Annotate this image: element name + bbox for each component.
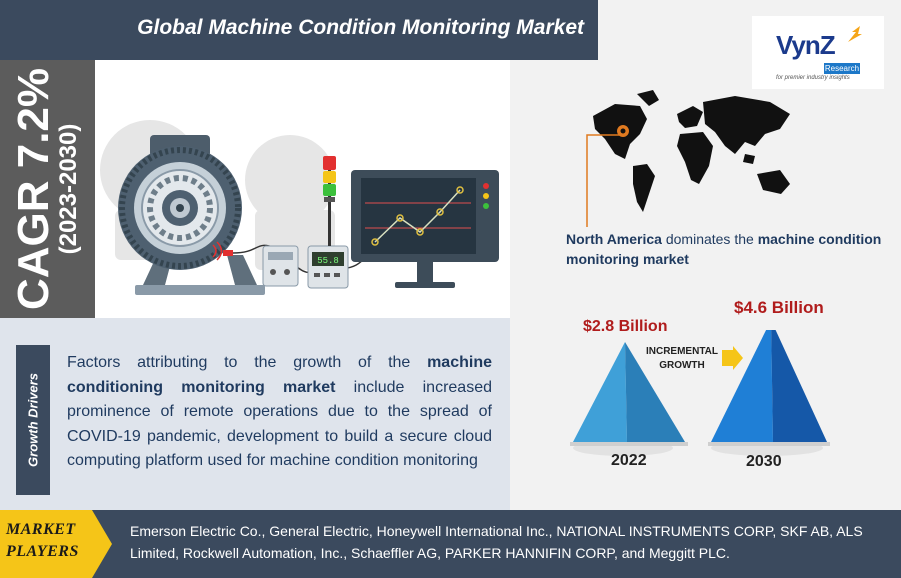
incremental-line2: GROWTH [659, 360, 705, 371]
world-map-icon [593, 90, 790, 212]
growth-drivers-section [0, 318, 510, 510]
players-label-line1: MARKET [6, 521, 76, 538]
region-text-mid: dominates the [661, 231, 758, 247]
machine-illustration: 55.8 [95, 60, 510, 318]
growth-drivers-label: Growth Drivers [25, 373, 41, 467]
logo-tagline: for premier industry insights [776, 75, 850, 81]
logo-arrow-icon [848, 26, 862, 42]
pyramid-2030-icon [711, 330, 827, 442]
motor-icon [118, 135, 265, 295]
logo-name: VynZ [776, 30, 836, 60]
value-2030: $4.6 Billion [734, 298, 824, 317]
vynz-logo: VynZ Research for premier industry insig… [752, 16, 884, 89]
title-bar: Global Machine Condition Monitoring Mark… [0, 0, 598, 60]
region-dominance-text: North America dominates the machine cond… [566, 229, 886, 269]
controller-icon: 55.8 [307, 245, 349, 289]
incremental-growth-label: INCREMENTAL GROWTH [642, 345, 722, 373]
pyramid-2022-icon [573, 342, 685, 442]
year-2030: 2030 [746, 453, 782, 470]
drivers-text-pre: Factors attributing to the growth of the [67, 354, 428, 371]
incremental-line1: INCREMENTAL [645, 346, 719, 357]
cagr-value: CAGR 7.2% [9, 67, 58, 311]
logo-sub: Research [824, 63, 860, 74]
growth-pyramids [570, 330, 830, 456]
controller-readout: 55.8 [317, 256, 339, 266]
growth-drivers-text: Factors attributing to the growth of the… [67, 351, 492, 474]
growth-drivers-label-bar [16, 345, 50, 495]
region-highlight: North America [566, 231, 662, 247]
cagr-bar [0, 60, 95, 318]
year-2022: 2022 [611, 452, 647, 469]
region-highlight-2: machine condition monitoring market [566, 231, 882, 267]
drivers-text-bold: machine conditioning monitoring market [67, 354, 492, 396]
signal-tower-icon [323, 156, 336, 246]
incremental-arrow-icon [722, 346, 743, 370]
market-players-list: Emerson Electric Co., General Electric, … [130, 523, 863, 561]
monitor-icon [351, 170, 499, 288]
market-players-tag [0, 510, 112, 578]
market-players-label: MARKET PLAYERS [6, 519, 79, 563]
machine-illustration-svg: 55.8 [100, 120, 499, 295]
value-2022: $2.8 Billion [583, 318, 668, 335]
cagr-period: (2023-2030) [55, 123, 82, 255]
market-players-bar [0, 510, 901, 578]
drivers-text-post: include increased prominence of remote o… [67, 378, 492, 470]
players-label-line2: PLAYERS [6, 543, 79, 560]
cagr-label: CAGR 7.2% (2023-2030) [9, 67, 82, 311]
location-pin-icon [586, 125, 629, 227]
page-title: Global Machine Condition Monitoring Mark… [137, 16, 584, 39]
sensor-module-icon [262, 245, 299, 287]
